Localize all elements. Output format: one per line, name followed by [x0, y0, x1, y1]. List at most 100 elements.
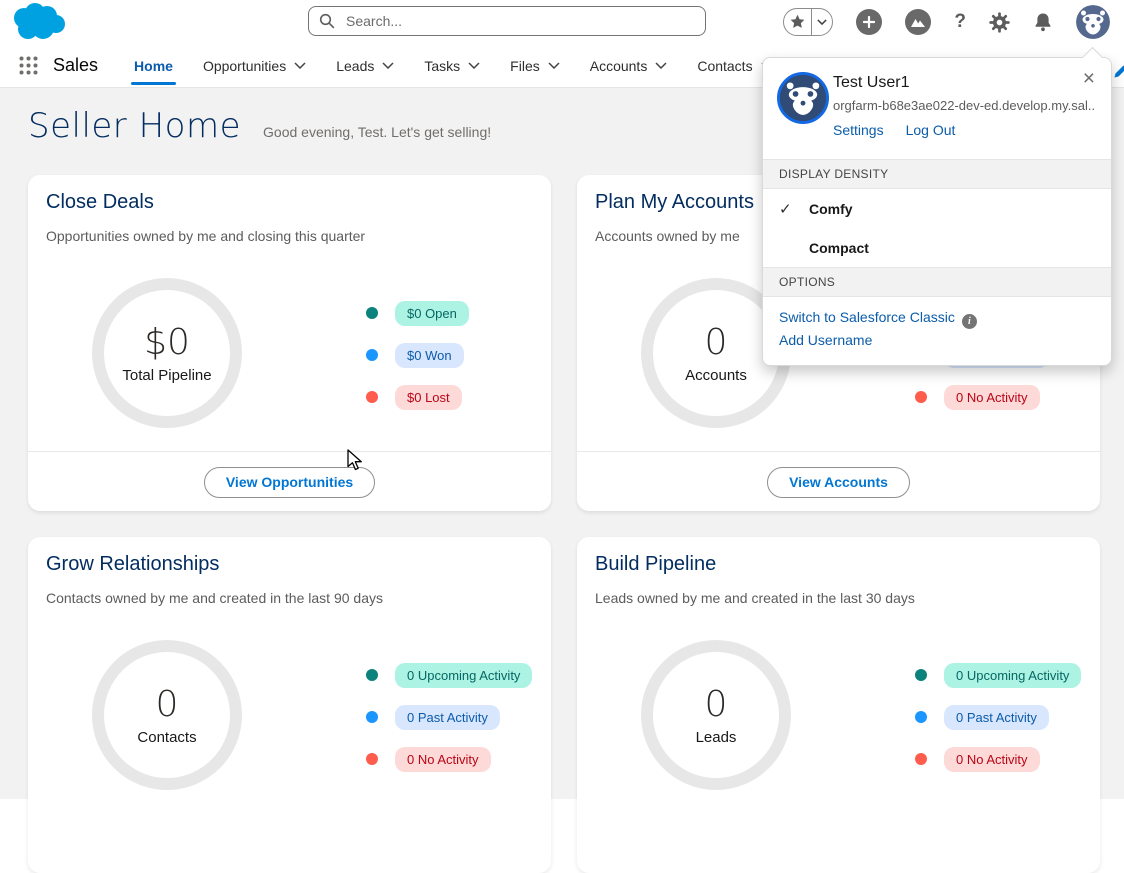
chevron-down-icon — [548, 62, 560, 69]
status-badge: 0 No Activity — [395, 746, 491, 772]
page-title: Seller Home — [28, 106, 242, 146]
global-header: ? — [0, 0, 1124, 44]
trailhead-icon — [905, 9, 932, 35]
chevron-down-icon — [294, 62, 306, 69]
notifications-button[interactable] — [1033, 12, 1053, 33]
legend: 0 Upcoming Activity 0 Past Activity 0 No… — [915, 654, 1082, 780]
card-subtitle: Accounts owned by me — [595, 228, 740, 244]
status-badge: $0 Open — [395, 300, 469, 326]
card-grow-relationships: Grow Relationships Contacts owned by me … — [28, 537, 551, 873]
legend-dot — [915, 391, 927, 403]
global-actions-button[interactable] — [856, 9, 883, 35]
legend-dot — [366, 753, 378, 765]
salesforce-logo — [10, 2, 68, 47]
add-username-link[interactable]: Add Username — [779, 332, 873, 348]
density-option-comfy[interactable]: ✓ Comfy — [779, 200, 853, 218]
tab-opportunities[interactable]: Opportunities — [203, 44, 306, 87]
tab-files[interactable]: Files — [510, 44, 560, 87]
edit-nav-pencil-icon[interactable] — [1114, 62, 1124, 83]
view-opportunities-button[interactable]: View Opportunities — [203, 466, 376, 498]
metric-label: Contacts — [137, 729, 197, 746]
chevron-down-icon — [468, 62, 480, 69]
switch-to-classic-link[interactable]: Switch to Salesforce Classic — [779, 309, 955, 325]
user-name: Test User1 — [833, 74, 910, 91]
org-url: orgfarm-b68e3ae022-dev-ed.develop.my.sal… — [833, 98, 1095, 113]
app-name: Sales — [53, 55, 99, 75]
donut-chart: $0 Total Pipeline — [92, 278, 242, 428]
logout-link[interactable]: Log Out — [905, 122, 956, 138]
search-input[interactable] — [344, 12, 695, 30]
metric-label: Accounts — [685, 367, 747, 384]
card-subtitle: Opportunities owned by me and closing th… — [46, 228, 366, 244]
legend-row: 0 Past Activity — [915, 696, 1081, 738]
card-build-pipeline: Build Pipeline Leads owned by me and cre… — [577, 537, 1100, 873]
tab-home[interactable]: Home — [131, 44, 176, 87]
favorites-expand-button[interactable] — [812, 9, 832, 35]
legend-dot — [366, 307, 378, 319]
nav-tabs: Home Opportunities Leads Tasks Files Acc… — [131, 44, 773, 87]
bell-icon — [1033, 12, 1053, 33]
legend-dot — [366, 391, 378, 403]
legend-dot — [915, 753, 927, 765]
options-header: OPTIONS — [763, 267, 1111, 297]
legend-dot — [366, 349, 378, 361]
favorites-button[interactable] — [784, 9, 813, 35]
settings-link[interactable]: Settings — [833, 122, 884, 138]
legend: 0 Upcoming Activity 0 Past Activity 0 No… — [366, 654, 533, 780]
metric-label: Leads — [695, 729, 737, 746]
setup-button[interactable] — [989, 11, 1010, 33]
global-search[interactable] — [308, 6, 706, 36]
status-badge: 0 Past Activity — [944, 704, 1049, 730]
favorites-control — [783, 8, 834, 36]
tab-tasks[interactable]: Tasks — [424, 44, 480, 87]
close-icon[interactable]: × — [1079, 64, 1099, 93]
legend: $0 Open $0 Won $0 Lost — [366, 292, 469, 418]
legend-row: 0 No Activity — [366, 738, 532, 780]
legend-row: 0 No Activity — [915, 376, 1049, 418]
metric-value: 0 — [155, 684, 179, 725]
card-close-deals: Close Deals Opportunities owned by me an… — [28, 175, 551, 511]
gear-icon — [989, 11, 1010, 33]
density-option-compact[interactable]: Compact — [809, 239, 869, 256]
question-mark-icon: ? — [954, 11, 966, 32]
status-badge: 0 No Activity — [944, 746, 1040, 772]
legend-row: 0 No Activity — [915, 738, 1081, 780]
help-button[interactable]: ? — [954, 11, 966, 33]
card-title: Close Deals — [46, 191, 154, 213]
status-badge: $0 Lost — [395, 384, 462, 410]
profile-button[interactable] — [1076, 5, 1110, 39]
donut-chart: 0 Contacts — [92, 640, 242, 790]
status-badge: 0 Upcoming Activity — [395, 662, 533, 688]
tab-leads[interactable]: Leads — [336, 44, 394, 87]
app-launcher-button[interactable] — [18, 55, 39, 76]
user-profile-menu: Test User1 orgfarm-b68e3ae022-dev-ed.dev… — [762, 46, 1112, 366]
status-badge: 0 No Activity — [944, 384, 1040, 410]
avatar-icon — [1076, 5, 1110, 39]
card-title: Plan My Accounts — [595, 191, 754, 213]
metric-label: Total Pipeline — [122, 367, 212, 384]
status-badge: $0 Won — [395, 342, 464, 368]
info-icon[interactable]: i — [961, 314, 977, 329]
metric-value: $0 — [144, 322, 190, 363]
options-section: Switch to Salesforce Classic i Add Userna… — [763, 297, 1111, 365]
display-density-header: DISPLAY DENSITY — [763, 159, 1111, 189]
legend-dot — [915, 669, 927, 681]
status-badge: 0 Past Activity — [395, 704, 500, 730]
card-footer: View Opportunities — [28, 451, 551, 512]
legend-row: 0 Upcoming Activity — [915, 654, 1082, 696]
chevron-down-icon — [382, 62, 394, 69]
view-accounts-button[interactable]: View Accounts — [767, 466, 910, 498]
card-footer: View Accounts — [577, 451, 1100, 512]
card-subtitle: Contacts owned by me and created in the … — [46, 590, 383, 606]
legend-row: 0 Past Activity — [366, 696, 532, 738]
user-avatar[interactable] — [777, 72, 829, 124]
star-icon — [789, 14, 806, 30]
card-title: Build Pipeline — [595, 553, 717, 575]
legend-row: $0 Open — [366, 292, 469, 334]
user-info-section: Test User1 orgfarm-b68e3ae022-dev-ed.dev… — [763, 58, 1111, 159]
legend-dot — [366, 711, 378, 723]
legend-row: 0 Upcoming Activity — [366, 654, 533, 696]
app-launcher-icon — [18, 55, 39, 76]
tab-accounts[interactable]: Accounts — [590, 44, 668, 87]
learning-button[interactable] — [905, 9, 932, 35]
